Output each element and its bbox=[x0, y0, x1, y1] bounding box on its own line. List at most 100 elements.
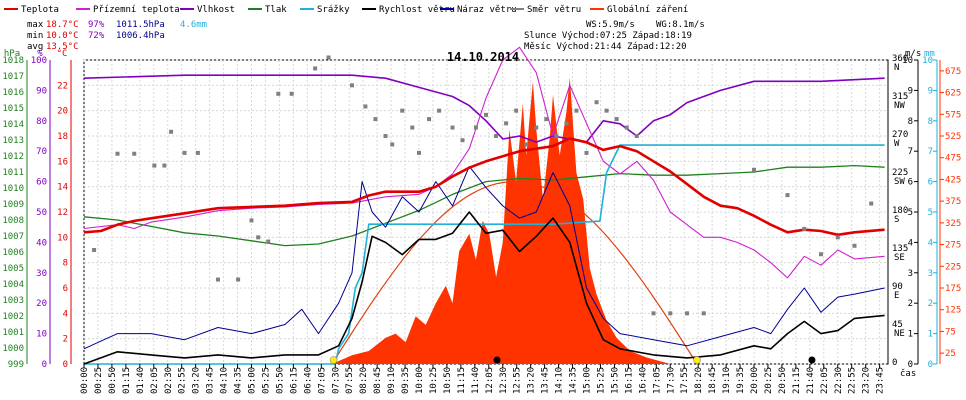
wind-direction-point bbox=[92, 248, 97, 252]
temperature-axis-tick: 16 bbox=[57, 157, 68, 167]
sun-marker bbox=[329, 356, 338, 364]
wind-direction-point bbox=[524, 142, 529, 147]
info-wind-speed: WS:5.9m/s bbox=[586, 20, 635, 30]
wind-direction-point bbox=[195, 150, 200, 155]
direction-label: SW bbox=[894, 177, 905, 187]
humidity-axis-tick: 30 bbox=[36, 269, 47, 279]
x-tick-label: 03:45 bbox=[206, 367, 216, 394]
wind-direction-point bbox=[390, 142, 395, 147]
radiation-tick: 575 bbox=[945, 110, 961, 120]
direction-tick: 360 bbox=[892, 54, 908, 64]
wind-direction-point bbox=[460, 138, 465, 143]
stat-max-temp: 18.7°C bbox=[46, 20, 79, 30]
x-tick-label: 16:40 bbox=[638, 367, 648, 394]
x-tick-label: 19:35 bbox=[736, 367, 746, 394]
pressure-axis-tick: 1002 bbox=[2, 312, 24, 322]
rain-tick: 9 bbox=[928, 86, 933, 96]
wind-direction-point bbox=[752, 167, 756, 172]
wind-direction-point bbox=[400, 108, 405, 113]
wind-speed-tick: 7 bbox=[908, 147, 913, 157]
wind-direction-point bbox=[785, 193, 790, 198]
legend-label: Globální záření bbox=[607, 5, 688, 15]
wind-direction-point bbox=[564, 121, 569, 126]
x-tick-label: 13:20 bbox=[527, 367, 537, 394]
pressure-axis-tick: 1015 bbox=[2, 104, 24, 114]
series-lines bbox=[83, 46, 885, 365]
x-tick-label: 03:20 bbox=[192, 367, 202, 394]
wind-direction-point bbox=[236, 277, 241, 282]
info-sun: Slunce Východ:07:25 Západ:18:19 bbox=[524, 31, 692, 41]
wind-direction-point bbox=[169, 129, 174, 134]
wind-speed-tick: 4 bbox=[908, 238, 913, 248]
sun-marker bbox=[693, 356, 701, 364]
x-tick-label: 14:10 bbox=[555, 367, 565, 394]
axes: 00:00 00:25 00:50 01:15 01:40 02:05 02:30 02:55… bbox=[2, 49, 961, 394]
humidity-axis-tick: 40 bbox=[36, 238, 47, 248]
radiation-area-path bbox=[84, 77, 885, 365]
wind-gust-line bbox=[83, 165, 885, 350]
pressure-axis-tick: 1018 bbox=[2, 56, 24, 66]
wind-direction-point bbox=[410, 125, 415, 130]
temperature-axis-tick: 6 bbox=[63, 284, 68, 294]
radiation-tick: 25 bbox=[945, 349, 956, 359]
stat-rain: 4.6mm bbox=[180, 20, 207, 30]
wind-speed-tick: 8 bbox=[908, 117, 913, 127]
stat-max-hum: 97% bbox=[88, 20, 105, 30]
wind-speed-tick: 2 bbox=[908, 299, 913, 309]
x-tick-label: 15:00 bbox=[583, 367, 593, 394]
pressure-axis-tick: 999 bbox=[8, 360, 24, 370]
wind-speed-tick: 3 bbox=[908, 269, 913, 279]
rain-tick: 8 bbox=[928, 117, 933, 127]
wind-speed-tick: 10 bbox=[902, 56, 913, 66]
stat-max-label: max bbox=[27, 20, 44, 30]
wind-direction-point bbox=[350, 83, 354, 88]
x-tick-label: 00:00 bbox=[80, 367, 90, 394]
stat-min-label: min bbox=[27, 31, 43, 41]
pressure-axis-tick: 1017 bbox=[2, 72, 24, 82]
temperature-axis-tick: 8 bbox=[63, 259, 68, 269]
temperature-axis-tick: 20 bbox=[57, 107, 68, 117]
wind-speed-unit: m/s bbox=[905, 49, 921, 59]
direction-tick: 45 bbox=[892, 320, 903, 330]
x-tick-label: 20:50 bbox=[778, 367, 788, 394]
wind-direction-point bbox=[276, 91, 281, 96]
moon-marker bbox=[493, 356, 501, 364]
x-tick-label: 06:15 bbox=[289, 367, 299, 394]
x-tick-label: 10:25 bbox=[429, 367, 439, 394]
direction-tick: 225 bbox=[892, 168, 908, 178]
x-tick-label: 01:15 bbox=[122, 367, 132, 394]
x-tick-label: 10:00 bbox=[415, 367, 425, 394]
wind-direction-point bbox=[383, 134, 388, 138]
pressure-axis-tick: 1013 bbox=[2, 136, 24, 146]
x-tick-label: 05:50 bbox=[275, 367, 285, 394]
stats-block: max 18.7°C 97% 1011.5hPa 4.6mm min 10.0°… bbox=[27, 20, 207, 52]
x-tick-label: 12:55 bbox=[513, 367, 523, 394]
radiation-tick: 275 bbox=[945, 241, 961, 251]
info-moon: Měsíc Východ:21:44 Západ:12:20 bbox=[524, 42, 687, 52]
legend-label: Náraz větru bbox=[457, 5, 517, 15]
wind-direction-point bbox=[450, 125, 455, 130]
wind-direction-point bbox=[363, 104, 368, 109]
temperature-axis-unit: °C bbox=[57, 49, 68, 59]
wind-direction-point bbox=[289, 91, 294, 96]
x-tick-label: 12:30 bbox=[499, 367, 509, 394]
wind-direction-point bbox=[427, 117, 432, 122]
x-tick-label: 23:45 bbox=[876, 367, 886, 394]
wind-direction-point bbox=[216, 277, 220, 282]
x-tick-label: 23:20 bbox=[862, 367, 872, 394]
rain-tick: 4 bbox=[928, 238, 933, 248]
direction-label: NW bbox=[894, 101, 905, 111]
legend-label: Vlhkost bbox=[197, 5, 235, 15]
x-tick-label: 13:45 bbox=[541, 367, 551, 394]
x-tick-label: 11:15 bbox=[457, 367, 467, 394]
wind-direction-point bbox=[701, 311, 706, 316]
wind-direction-point bbox=[668, 311, 673, 316]
legend-label: Směr větru bbox=[527, 5, 581, 15]
x-tick-label: 04:35 bbox=[234, 367, 244, 394]
temperature-axis-tick: 18 bbox=[57, 132, 68, 142]
x-tick-label: 19:10 bbox=[722, 367, 732, 394]
humidity-axis-tick: 20 bbox=[36, 299, 47, 309]
radiation-tick: 525 bbox=[945, 132, 961, 142]
rain-line bbox=[84, 144, 885, 365]
legend-label: Přízemní teplota bbox=[93, 5, 180, 15]
